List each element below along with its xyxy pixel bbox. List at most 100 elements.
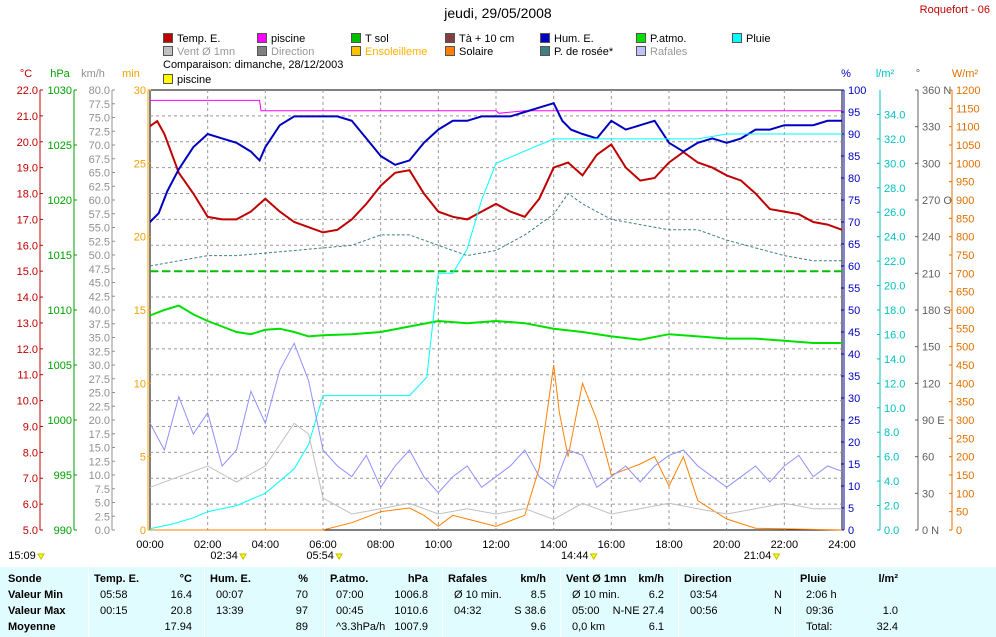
table-header: Pluie: [800, 573, 827, 585]
table-cell: Ø 10 min.: [572, 589, 620, 601]
legend-item: Ensoleilleme: [351, 46, 427, 58]
y-tick-label: 250: [956, 433, 974, 445]
time-marker-icon: [37, 553, 45, 560]
y-tick-label: 12.5: [89, 456, 110, 468]
y-tick-label: 95: [848, 107, 860, 119]
y-tick-label: 995: [54, 470, 72, 482]
y-tick-label: 47.5: [89, 264, 110, 276]
y-tick-label: 80: [848, 173, 860, 185]
y-tick-label: 13.0: [17, 318, 38, 330]
y-tick-label: 0.0: [95, 525, 110, 537]
y-tick-label: 34.0: [884, 109, 905, 121]
legend-swatch: [636, 46, 646, 56]
legend-label: Pluie: [746, 33, 771, 45]
table-header-unit: °C: [179, 573, 192, 585]
legend-item: Hum. E.: [540, 33, 594, 45]
table-column-divider: [560, 567, 561, 637]
y-tick-label: 700: [956, 268, 974, 280]
x-tick-label: 00:00: [136, 539, 164, 551]
y-tick-label: 18.0: [884, 305, 905, 317]
y-tick-label: 32.0: [884, 134, 905, 146]
y-tick-label: 0 N: [922, 525, 939, 537]
y-tick-label: 25: [848, 415, 860, 427]
series-line: [149, 342, 843, 494]
legend-item: Temp. E.: [163, 33, 220, 45]
x-tick-label: 06:00: [309, 539, 337, 551]
table-header-unit: km/h: [638, 573, 664, 585]
time-marker-icon: [589, 553, 598, 560]
y-tick-label: 65.0: [89, 168, 110, 180]
y-tick-label: 6.0: [23, 499, 38, 511]
y-axis-unit: min: [122, 68, 140, 80]
y-tick-label: 40: [848, 349, 860, 361]
table-cell: Ø 10 min.: [454, 589, 502, 601]
y-tick-label: 15: [848, 459, 860, 471]
y-tick-label: 16.0: [17, 240, 38, 252]
y-tick-label: 45: [848, 327, 860, 339]
y-tick-label: 26.0: [884, 207, 905, 219]
legend-item: P.atmo.: [636, 33, 687, 45]
y-tick-label: 300: [956, 415, 974, 427]
y-tick-label: 12.0: [884, 378, 905, 390]
y-tick-label: 350: [956, 397, 974, 409]
legend-item: Tà + 10 cm: [445, 33, 514, 45]
table-cell-value: N-NE 27.4: [612, 605, 664, 617]
y-tick-label: 90: [848, 129, 860, 141]
time-marker-label: 05:54: [306, 550, 334, 562]
x-tick-label: 02:00: [194, 539, 222, 551]
stats-table: Sonde Temp. E. °C Hum. E.% P.atmo. hPa Rafales…: [0, 567, 996, 637]
y-tick-label: 600: [956, 305, 974, 317]
table-cell-value: N: [774, 589, 782, 601]
y-tick-label: 100: [956, 488, 974, 500]
y-tick-label: 35.0: [89, 333, 110, 345]
table-cell: 07:00: [336, 589, 364, 601]
table-cell-value: 9.6: [530, 621, 546, 633]
y-tick-label: 50: [848, 305, 860, 317]
legend-label: Rafales: [650, 46, 688, 58]
legend-label: piscine: [271, 33, 306, 45]
table-header-unit: hPa: [407, 573, 428, 585]
y-tick-label: 10.0: [89, 470, 110, 482]
table-cell-value: 1007.9: [394, 621, 428, 633]
table-cell-value: N: [774, 605, 782, 617]
y-tick-label: 360 N: [922, 85, 951, 97]
y-tick-label: 20: [134, 232, 146, 244]
y-tick-label: 0: [956, 525, 962, 537]
y-tick-label: 22.0: [884, 256, 905, 268]
legend-swatch: [257, 33, 267, 43]
legend-label: Vent Ø 1mn: [177, 46, 236, 58]
table-header: Rafales: [448, 573, 488, 585]
y-tick-label: 22.0: [17, 85, 38, 97]
y-tick-label: 100: [848, 85, 866, 97]
y-tick-label: 8.0: [884, 427, 899, 439]
y-tick-label: 0: [848, 525, 854, 537]
x-tick-label: 10:00: [425, 539, 453, 551]
y-tick-label: 45.0: [89, 278, 110, 290]
y-axis-unit: W/m²: [952, 68, 979, 80]
legend-swatch: [445, 46, 455, 56]
y-tick-label: 150: [922, 342, 940, 354]
legend-swatch: [732, 33, 742, 43]
y-tick-label: 1005: [48, 360, 72, 372]
y-tick-label: 20.0: [884, 281, 905, 293]
table-header: P.atmo.: [330, 573, 369, 585]
table-cell: 00:15: [100, 605, 128, 617]
y-tick-label: 8.0: [23, 447, 38, 459]
table-header-unit: %: [298, 573, 308, 585]
y-tick-label: 750: [956, 250, 974, 262]
table-header: Temp. E.: [94, 573, 140, 585]
table-header: Hum. E.: [210, 573, 251, 585]
legend-label: T sol: [365, 33, 389, 45]
time-marker-icon: [772, 553, 781, 560]
y-tick-label: 55: [848, 283, 860, 295]
y-tick-label: 1025: [48, 140, 72, 152]
table-header-unit: l/m²: [878, 573, 898, 585]
table-header: Vent Ø 1mn: [566, 573, 627, 585]
y-tick-label: 2.0: [884, 501, 899, 513]
y-tick-label: 1000: [48, 415, 72, 427]
legend-swatch: [351, 33, 361, 43]
x-tick-label: 12:00: [482, 539, 510, 551]
y-tick-label: 180 S: [922, 305, 951, 317]
y-tick-label: 70: [848, 217, 860, 229]
y-tick-label: 75: [848, 195, 860, 207]
